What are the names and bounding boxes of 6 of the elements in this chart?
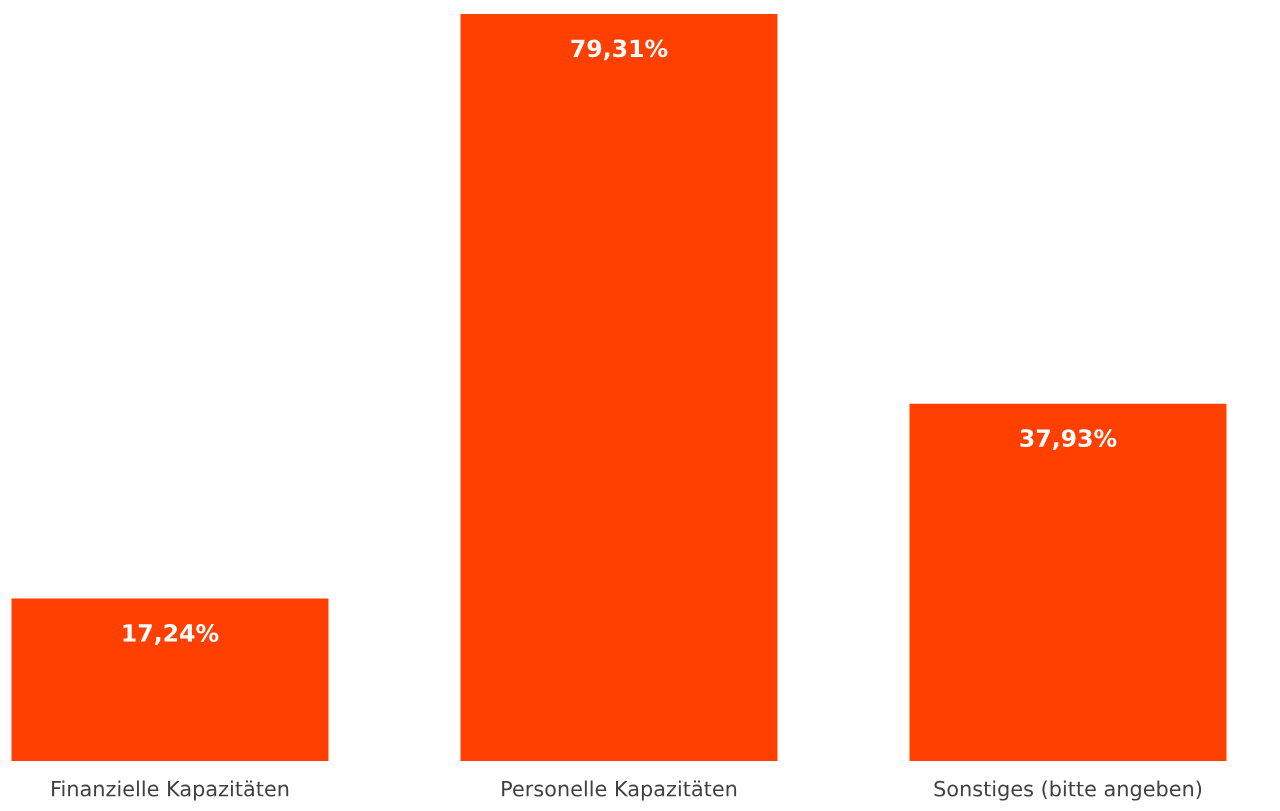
data-label: 79,31% xyxy=(571,39,668,61)
data-label: 17,24% xyxy=(123,624,219,645)
data-label: 37,93% xyxy=(1020,429,1117,451)
x-tick-label: Finanzielle Kapazitäten xyxy=(52,780,289,801)
x-tick-label: Sonstiges (bitte angeben) xyxy=(934,780,1202,801)
x-tick-label: Personelle Kapazitäten xyxy=(502,780,737,801)
